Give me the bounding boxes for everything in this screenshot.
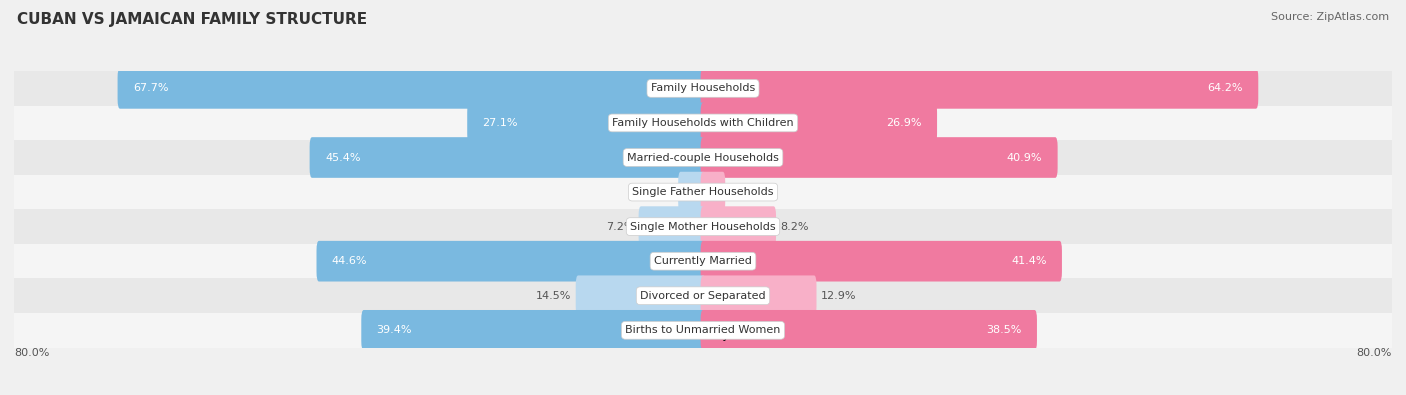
FancyBboxPatch shape (678, 172, 706, 213)
Text: Divorced or Separated: Divorced or Separated (640, 291, 766, 301)
Text: Single Mother Households: Single Mother Households (630, 222, 776, 231)
Text: Births to Unmarried Women: Births to Unmarried Women (626, 325, 780, 335)
Text: Family Households with Children: Family Households with Children (612, 118, 794, 128)
FancyBboxPatch shape (700, 103, 936, 143)
Text: 38.5%: 38.5% (986, 325, 1022, 335)
FancyBboxPatch shape (467, 103, 706, 143)
Legend: Cuban, Jamaican: Cuban, Jamaican (626, 324, 780, 344)
Text: Family Households: Family Households (651, 83, 755, 93)
Text: Currently Married: Currently Married (654, 256, 752, 266)
Text: 64.2%: 64.2% (1208, 83, 1243, 93)
Bar (14, 106, 1392, 140)
FancyBboxPatch shape (316, 241, 706, 282)
Text: CUBAN VS JAMAICAN FAMILY STRUCTURE: CUBAN VS JAMAICAN FAMILY STRUCTURE (17, 12, 367, 27)
Text: 39.4%: 39.4% (377, 325, 412, 335)
FancyBboxPatch shape (700, 137, 1057, 178)
Text: 12.9%: 12.9% (821, 291, 856, 301)
Text: 40.9%: 40.9% (1007, 152, 1042, 162)
Text: 41.4%: 41.4% (1011, 256, 1046, 266)
FancyBboxPatch shape (700, 172, 725, 213)
FancyBboxPatch shape (309, 137, 706, 178)
Text: 45.4%: 45.4% (325, 152, 360, 162)
Text: 67.7%: 67.7% (134, 83, 169, 93)
Text: 27.1%: 27.1% (482, 118, 517, 128)
FancyBboxPatch shape (700, 310, 1038, 351)
Text: 14.5%: 14.5% (536, 291, 571, 301)
Text: Married-couple Households: Married-couple Households (627, 152, 779, 162)
Text: 2.3%: 2.3% (730, 187, 758, 197)
FancyBboxPatch shape (700, 241, 1062, 282)
Text: 80.0%: 80.0% (14, 348, 49, 357)
Text: 8.2%: 8.2% (780, 222, 808, 231)
FancyBboxPatch shape (361, 310, 706, 351)
Bar (14, 140, 1392, 175)
Text: 44.6%: 44.6% (332, 256, 367, 266)
Text: Source: ZipAtlas.com: Source: ZipAtlas.com (1271, 12, 1389, 22)
Bar (14, 209, 1392, 244)
FancyBboxPatch shape (700, 206, 776, 247)
FancyBboxPatch shape (638, 206, 706, 247)
Text: 7.2%: 7.2% (606, 222, 634, 231)
FancyBboxPatch shape (575, 275, 706, 316)
Bar (14, 71, 1392, 106)
FancyBboxPatch shape (700, 275, 817, 316)
Text: Single Father Households: Single Father Households (633, 187, 773, 197)
Bar (14, 244, 1392, 278)
Text: 80.0%: 80.0% (1357, 348, 1392, 357)
Bar (14, 313, 1392, 348)
Text: 26.9%: 26.9% (886, 118, 922, 128)
Text: 2.6%: 2.6% (645, 187, 673, 197)
Bar (14, 175, 1392, 209)
Bar (14, 278, 1392, 313)
FancyBboxPatch shape (118, 68, 706, 109)
FancyBboxPatch shape (700, 68, 1258, 109)
